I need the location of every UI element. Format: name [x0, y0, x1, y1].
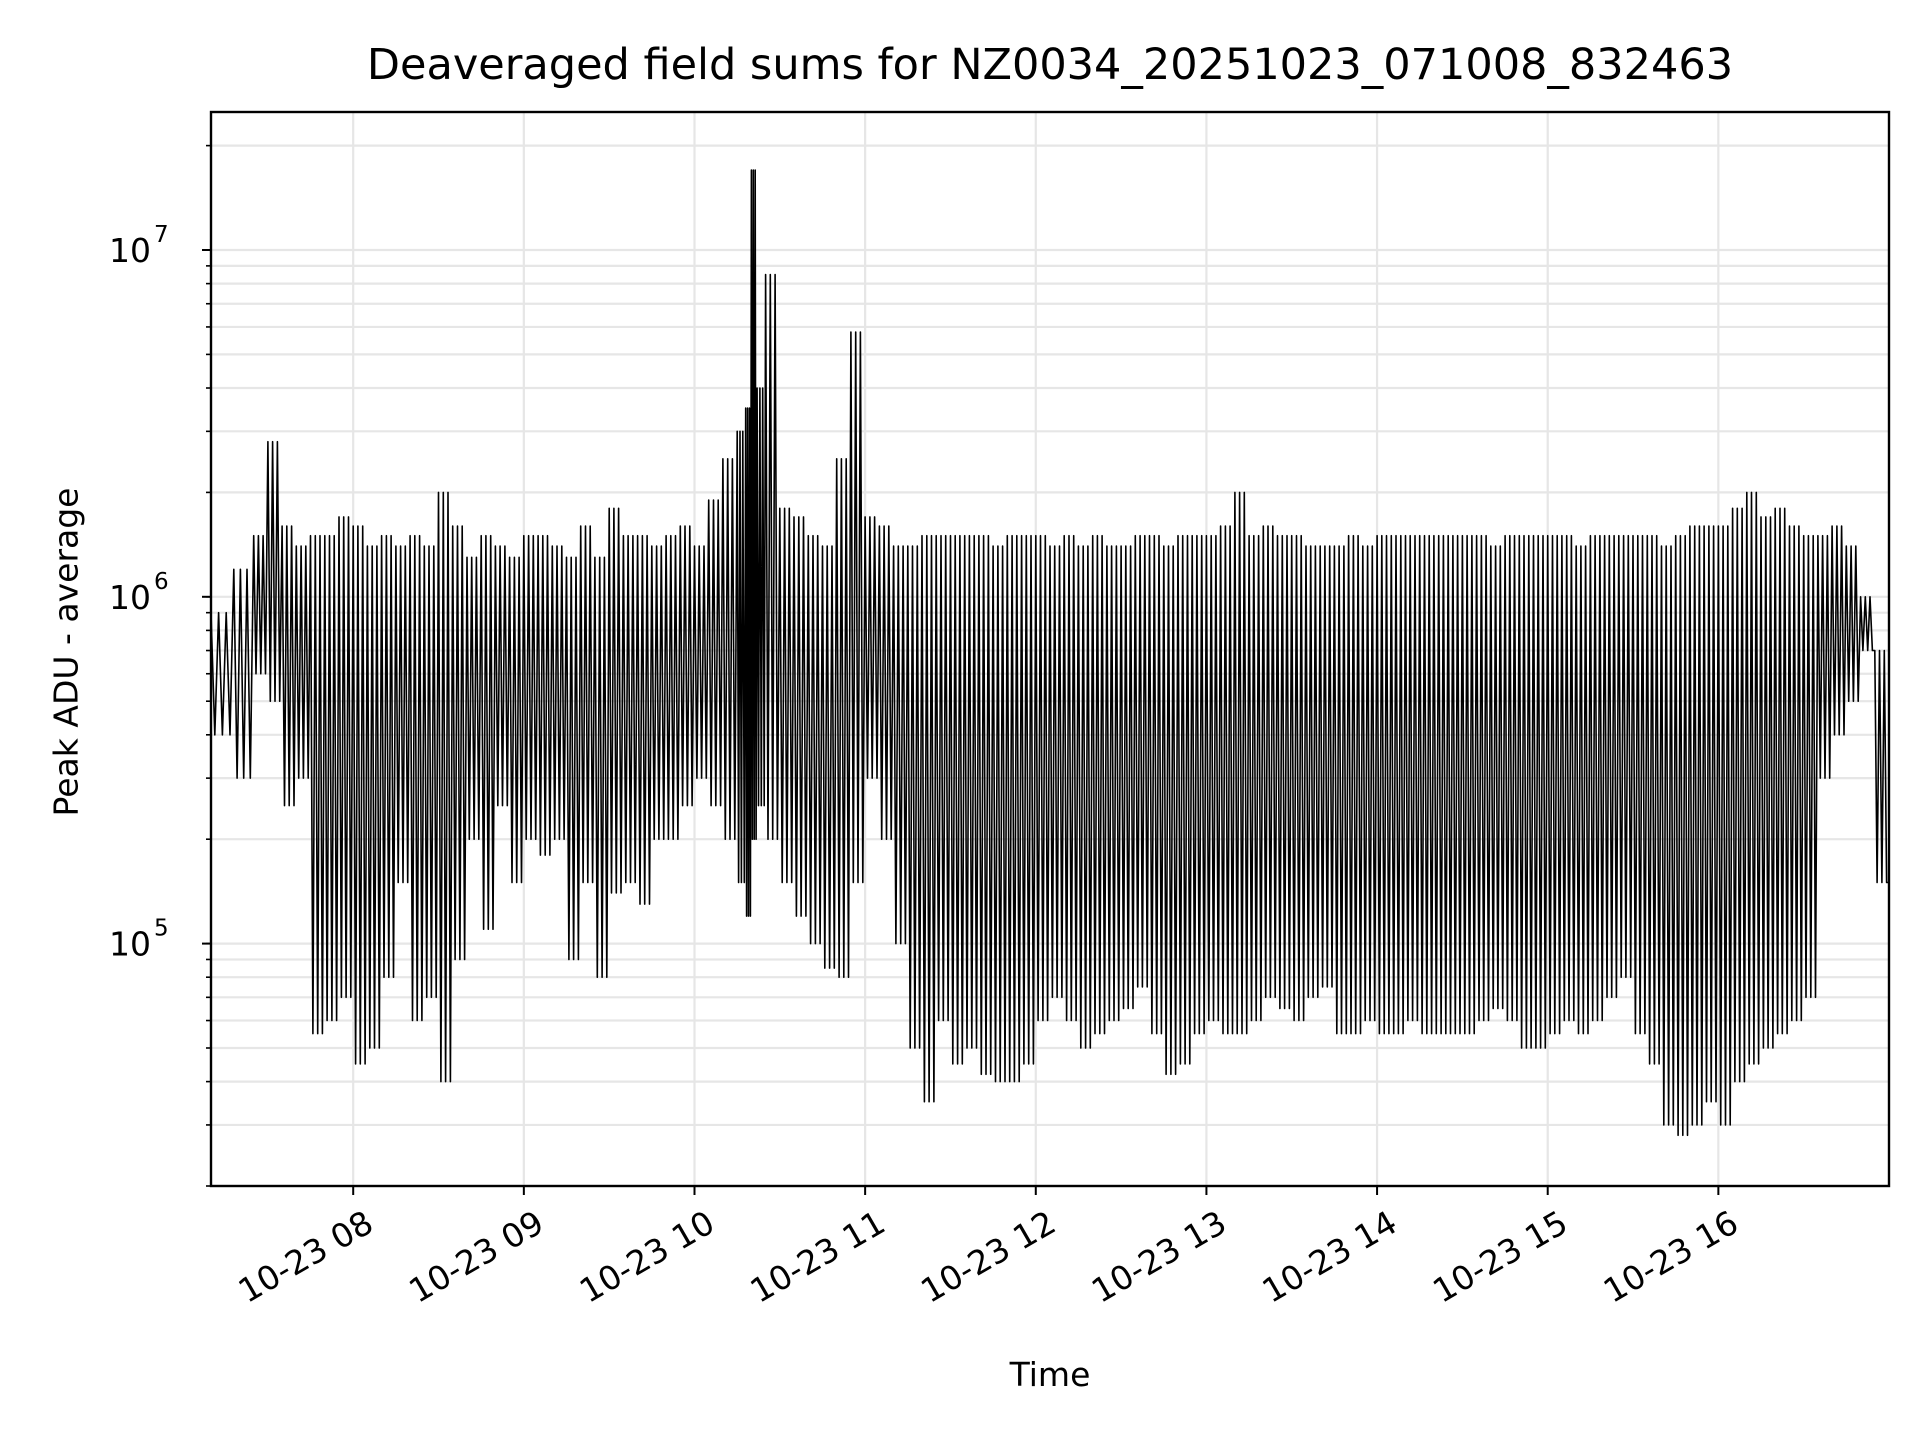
- plot-frame: [209, 110, 1891, 1188]
- x-tick-label: 10-23 12: [914, 1203, 1062, 1311]
- y-tick-label: 10: [109, 925, 151, 964]
- x-tick-label: 10-23 10: [573, 1203, 721, 1311]
- x-tick-label: 10-23 15: [1426, 1203, 1574, 1311]
- y-tick-label: 10: [109, 231, 151, 270]
- y-tick-exponent: 6: [154, 569, 169, 595]
- data-series-line: [210, 169, 1890, 1154]
- y-tick-exponent: 7: [154, 222, 169, 248]
- x-axis-label: Time: [1009, 1355, 1091, 1394]
- y-tick-label: 10: [109, 578, 151, 617]
- x-tick-label: 10-23 09: [402, 1203, 550, 1311]
- x-tick-label: 10-23 08: [232, 1203, 380, 1311]
- y-tick-exponent: 5: [154, 916, 169, 942]
- x-tick-label: 10-23 16: [1597, 1203, 1745, 1311]
- x-tick-label: 10-23 11: [744, 1203, 892, 1311]
- x-tick-label: 10-23 14: [1255, 1203, 1403, 1311]
- x-tick-label: 10-23 13: [1085, 1203, 1233, 1311]
- chart-title: Deaveraged field sums for NZ0034_2025102…: [366, 40, 1734, 90]
